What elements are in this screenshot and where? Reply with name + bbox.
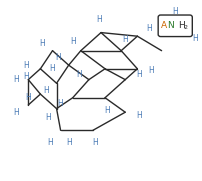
Text: H: H bbox=[178, 21, 185, 30]
Text: H: H bbox=[66, 138, 72, 148]
Text: H: H bbox=[48, 138, 53, 148]
Text: H: H bbox=[40, 39, 45, 48]
Text: H: H bbox=[23, 61, 29, 70]
Text: H: H bbox=[149, 66, 154, 75]
Text: H: H bbox=[92, 138, 98, 148]
Text: H: H bbox=[13, 75, 19, 84]
Text: H: H bbox=[122, 35, 128, 44]
Text: H: H bbox=[50, 64, 55, 73]
Text: H: H bbox=[104, 106, 110, 115]
Text: H: H bbox=[46, 113, 51, 122]
Text: H: H bbox=[192, 34, 198, 43]
Text: H: H bbox=[173, 7, 178, 16]
Text: 2: 2 bbox=[184, 25, 188, 30]
Text: A: A bbox=[161, 21, 167, 30]
Text: H: H bbox=[137, 70, 142, 79]
Text: H: H bbox=[56, 53, 61, 62]
Text: H: H bbox=[147, 24, 152, 33]
Text: H: H bbox=[137, 111, 142, 120]
FancyBboxPatch shape bbox=[158, 15, 192, 37]
Text: H: H bbox=[58, 99, 63, 108]
Text: N: N bbox=[167, 21, 174, 30]
Text: H: H bbox=[44, 86, 49, 95]
Text: H: H bbox=[76, 70, 82, 79]
Text: H: H bbox=[13, 108, 19, 117]
Text: H: H bbox=[25, 93, 31, 102]
Text: H: H bbox=[23, 71, 29, 81]
Text: H: H bbox=[70, 37, 76, 46]
Text: H: H bbox=[96, 15, 102, 24]
